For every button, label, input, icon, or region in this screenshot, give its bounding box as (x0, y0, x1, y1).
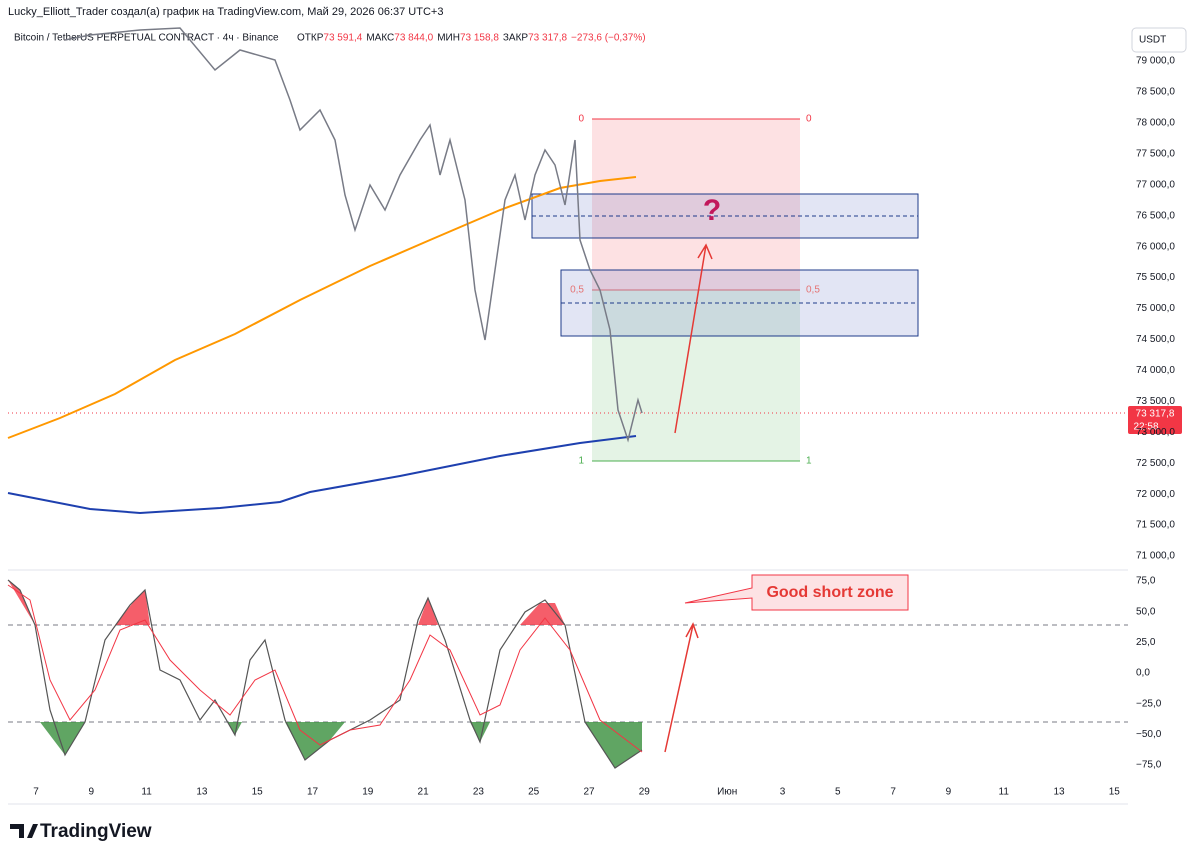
ohlc-value: 73 317,8 (528, 33, 567, 44)
time-tick-label: 5 (835, 787, 841, 798)
time-tick-label: 11 (999, 787, 1010, 798)
osc-tick-label: −25,0 (1136, 698, 1162, 709)
change: −273,6 (−0,37%) (571, 33, 646, 44)
time-tick-label: 7 (33, 787, 39, 798)
price-tick-label: 79 000,0 (1136, 56, 1175, 67)
fib-label: 1 (806, 456, 812, 467)
price-tick-label: 73 500,0 (1136, 396, 1175, 407)
osc-tick-label: −50,0 (1136, 729, 1162, 740)
ohlc-value: 73 158,8 (460, 33, 499, 44)
price-tick-label: 71 000,0 (1136, 551, 1175, 562)
last-price-box (1128, 406, 1182, 434)
osc-tick-label: 0,0 (1136, 668, 1150, 679)
generated: 79 000,078 500,078 000,077 500,077 000,0… (33, 56, 1175, 798)
question-mark: ? (703, 194, 721, 227)
fib-label: 0 (578, 114, 584, 125)
price-tick-label: 72 000,0 (1136, 489, 1175, 500)
time-tick-label: 23 (473, 787, 485, 798)
currency: USDT (1139, 35, 1166, 46)
time-tick-label: 27 (583, 787, 595, 798)
time-tick-label: 29 (639, 787, 651, 798)
ohlc-label: МАКС (366, 33, 394, 44)
ohlc-label: ОТКР (297, 33, 324, 44)
osc-tick-label: 25,0 (1136, 637, 1156, 648)
price-tick-label: 78 000,0 (1136, 118, 1175, 129)
price-path (64, 27, 643, 443)
time-tick-label: 11 (141, 787, 152, 798)
fib-lower-zone (592, 290, 800, 461)
time-tick-label: 15 (1109, 787, 1121, 798)
osc-tick-label: 50,0 (1136, 606, 1156, 617)
price-tick-label: 72 500,0 (1136, 458, 1175, 469)
price-tick-label: 76 000,0 (1136, 241, 1175, 252)
ohlc: ОТКР 73 591,4 МАКС 73 844,0 МИН 73 158,8 ЗАКР 7… (297, 33, 646, 44)
time-tick-label: 25 (528, 787, 540, 798)
price-tick-label: 78 500,0 (1136, 87, 1175, 98)
price-tick-label: 71 500,0 (1136, 520, 1175, 531)
time-tick-label: 13 (196, 787, 208, 798)
arrow (674, 243, 713, 434)
arrow (664, 622, 699, 753)
price-tick-label: 77 500,0 (1136, 148, 1175, 159)
fib-label: 1 (578, 456, 584, 467)
fib-upper-zone (592, 119, 800, 290)
moving-average (7, 176, 637, 439)
time-tick-label: 19 (362, 787, 374, 798)
price-tick-label: 74 000,0 (1136, 365, 1175, 376)
fib-label: 0 (806, 114, 812, 125)
fib-label: 0,5 (570, 285, 584, 296)
time-tick-label: 9 (946, 787, 952, 798)
fib-label: 0,5 (806, 285, 820, 296)
time-tick-label: 21 (418, 787, 430, 798)
callout-text: Good short zone (766, 584, 893, 601)
last-price: 73 317,8 (1136, 409, 1175, 420)
price-tick-label: 75 500,0 (1136, 272, 1175, 283)
time-tick-label: 17 (307, 787, 319, 798)
osc-signal (7, 584, 643, 753)
time-tick-label: 3 (780, 787, 786, 798)
price-tick-label: 75 000,0 (1136, 303, 1175, 314)
time-tick-label: Июн (717, 787, 737, 798)
ohlc-label: МИН (437, 33, 460, 44)
currency-box[interactable] (1131, 27, 1187, 53)
osc-tick-label: 75,0 (1136, 576, 1156, 587)
ohlc-value: 73 844,0 (394, 33, 433, 44)
time-tick-label: 9 (89, 787, 95, 798)
time-tick-label: 7 (890, 787, 896, 798)
price-tick-label: 76 500,0 (1136, 210, 1175, 221)
ohlc-value: 73 591,4 (323, 33, 362, 44)
price-tick-label: 73 000,0 (1136, 427, 1175, 438)
osc-tick-label: −75,0 (1136, 760, 1162, 771)
symbol: Bitcoin / TetherUS PERPETUAL CONTRACT · … (14, 33, 279, 44)
logo-icon (10, 824, 38, 838)
price-tick-label: 74 500,0 (1136, 334, 1175, 345)
time-tick-label: 13 (1053, 787, 1065, 798)
osc-fill-high (8, 580, 565, 625)
author-line: Lucky_Elliott_Trader создал(а) график на… (8, 6, 443, 18)
logo: TradingView (40, 821, 152, 842)
moving-average (7, 435, 637, 515)
price-tick-label: 77 000,0 (1136, 179, 1175, 190)
time-tick-label: 15 (252, 787, 264, 798)
countdown: 22:58 (1133, 422, 1158, 433)
callout (684, 574, 909, 611)
ohlc-label: ЗАКР (503, 33, 529, 44)
